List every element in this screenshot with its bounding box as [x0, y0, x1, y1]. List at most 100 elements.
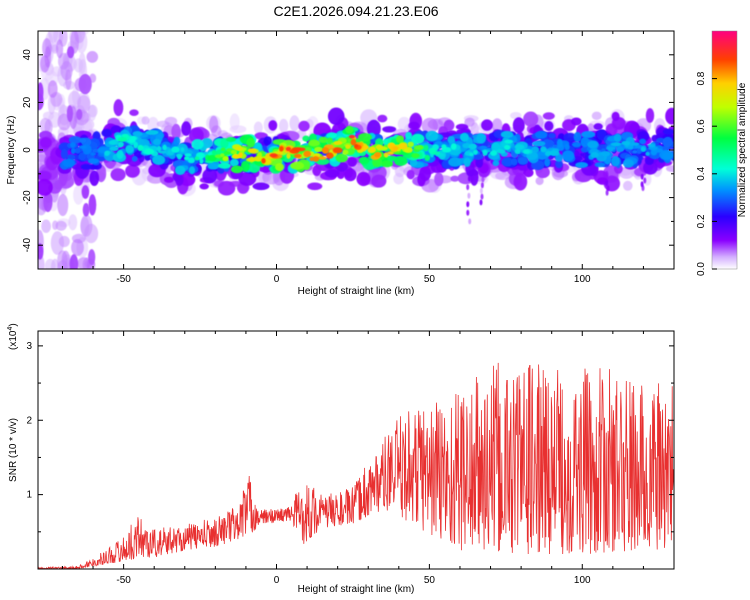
heatmap-cell [220, 147, 226, 152]
heatmap-cell [580, 152, 585, 157]
heatmap-cell [39, 137, 52, 149]
heatmap-cell [314, 146, 323, 153]
heatmap-cell [145, 130, 159, 135]
y-tick-label: 40 [22, 49, 33, 61]
heatmap-cell [413, 145, 424, 150]
colorbar: 0.0 0.2 0.4 0.6 0.8 Normalized spectral ampl… [696, 30, 748, 276]
heatmap-cell [152, 155, 166, 165]
heatmap-cell [217, 180, 236, 196]
heatmap-cell [246, 137, 255, 148]
heatmap-cell [587, 140, 599, 149]
heatmap-cell [377, 114, 388, 123]
y-tick-label: 2 [26, 415, 32, 426]
heatmap-cell [79, 137, 87, 143]
heatmap-cell [405, 131, 413, 140]
y-tick-label: 20 [22, 96, 33, 108]
heatmap-cell [419, 165, 432, 181]
heatmap-cell [395, 135, 405, 144]
heatmap-cell [479, 199, 483, 206]
heatmap-cell [302, 135, 310, 142]
heatmap-cell [118, 141, 124, 148]
heatmap-cell [108, 140, 116, 145]
heatmap-cell [632, 150, 638, 154]
spectrogram-ylabel: Frequency (Hz) [6, 116, 17, 185]
heatmap-cell [661, 152, 674, 159]
heatmap-cell [418, 152, 423, 159]
snr-xlabel: Height of straight line (km) [298, 584, 415, 595]
heatmap-cell [104, 150, 110, 156]
heatmap-cell [188, 166, 196, 175]
heatmap-cell [639, 138, 647, 145]
heatmap-cell [47, 80, 58, 98]
heatmap-cell [640, 181, 644, 188]
heatmap-cell [424, 154, 431, 161]
heatmap-cell [294, 153, 302, 158]
heatmap-cell [342, 149, 349, 155]
heatmap-cell [571, 141, 582, 148]
heatmap-cell [523, 149, 531, 154]
spectrogram-heatmap [38, 31, 674, 269]
heatmap-cell [42, 38, 52, 58]
heatmap-cell [324, 168, 340, 178]
heatmap-cell [44, 193, 52, 204]
heatmap-cell [548, 132, 556, 139]
heatmap-cell [180, 147, 185, 153]
heatmap-cell [133, 141, 139, 149]
heatmap-cell [61, 250, 70, 269]
heatmap-cell [318, 136, 328, 143]
heatmap-cell [450, 175, 460, 182]
heatmap-cell [70, 142, 76, 148]
heatmap-cell [647, 143, 656, 148]
heatmap-cell [473, 150, 478, 155]
snr-frame [37, 330, 675, 570]
heatmap-cell [50, 231, 64, 255]
heatmap-cell [211, 149, 217, 156]
heatmap-cell [640, 146, 646, 152]
heatmap-cell [55, 220, 67, 231]
heatmap-cell [540, 146, 547, 153]
heatmap-cell [71, 239, 84, 256]
heatmap-cell [662, 136, 673, 148]
heatmap-cell [381, 160, 393, 168]
heatmap-cell [479, 145, 488, 150]
heatmap-cell [173, 136, 181, 146]
snr-axes: -50 0 50 100 1 2 3 [26, 331, 675, 586]
heatmap-cell [621, 141, 631, 146]
heatmap-cell [434, 172, 444, 187]
heatmap-cell [348, 134, 355, 139]
heatmap-cell [175, 165, 186, 175]
heatmap-cell [448, 157, 462, 167]
heatmap-cell [479, 187, 483, 194]
heatmap-cell [333, 140, 343, 145]
heatmap-cell [261, 158, 266, 164]
heatmap-cell [87, 158, 100, 164]
heatmap-cell [247, 157, 257, 162]
heatmap-cell [605, 180, 609, 187]
heatmap-cell [177, 154, 182, 160]
heatmap-cell [662, 128, 674, 135]
heatmap-cell [513, 173, 528, 191]
heatmap-cell [432, 151, 441, 156]
heatmap-cell [555, 159, 563, 169]
heatmap-cell [125, 144, 134, 154]
heatmap-cell [645, 151, 650, 156]
heatmap-cell [640, 173, 644, 180]
heatmap-cell [500, 130, 514, 139]
heatmap-cell [70, 147, 76, 154]
heatmap-cell [468, 218, 472, 225]
heatmap-cell [156, 145, 162, 153]
heatmap-cell [77, 95, 91, 114]
heatmap-cell [79, 145, 87, 149]
heatmap-cell [131, 155, 138, 162]
heatmap-cell [593, 123, 603, 131]
heatmap-cell [117, 137, 128, 142]
heatmap-cell [492, 118, 503, 133]
heatmap-cell [312, 156, 320, 162]
heatmap-cell [82, 203, 90, 217]
heatmap-cell [326, 152, 334, 159]
y-tick-label: 3 [26, 341, 32, 352]
heatmap-cell [441, 144, 447, 150]
heatmap-cell [504, 145, 511, 150]
heatmap-cell [101, 129, 113, 138]
